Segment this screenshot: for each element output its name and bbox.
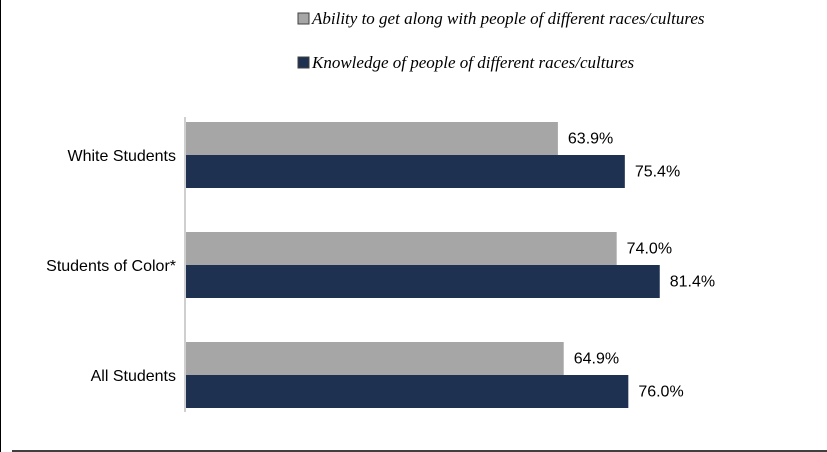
data-label: 74.0% bbox=[627, 241, 672, 258]
legend-label-ability: Ability to get along with people of diff… bbox=[311, 9, 705, 28]
data-label: 76.0% bbox=[638, 384, 683, 401]
plot-area: White Students 63.9% 75.4% Students of Colo… bbox=[46, 117, 715, 412]
category-label: Students of Color* bbox=[46, 258, 176, 275]
data-label: 81.4% bbox=[670, 274, 715, 291]
legend: Ability to get along with people of diff… bbox=[297, 9, 705, 72]
data-label: 75.4% bbox=[635, 164, 680, 181]
data-label: 64.9% bbox=[574, 351, 619, 368]
bar-ability bbox=[186, 342, 564, 375]
legend-swatch-ability bbox=[297, 12, 310, 25]
category-label: White Students bbox=[68, 148, 177, 165]
bar-ability bbox=[186, 232, 617, 265]
bar-knowledge bbox=[186, 155, 625, 188]
legend-item-ability: Ability to get along with people of diff… bbox=[297, 9, 705, 28]
legend-label-knowledge: Knowledge of people of different races/c… bbox=[311, 53, 635, 72]
legend-item-knowledge: Knowledge of people of different races/c… bbox=[297, 53, 635, 72]
legend-swatch-knowledge bbox=[297, 56, 310, 69]
bar-knowledge bbox=[186, 265, 660, 298]
bar-knowledge bbox=[186, 375, 629, 408]
category-label: All Students bbox=[91, 368, 176, 385]
bar-ability bbox=[186, 122, 558, 155]
data-label: 63.9% bbox=[568, 131, 613, 148]
